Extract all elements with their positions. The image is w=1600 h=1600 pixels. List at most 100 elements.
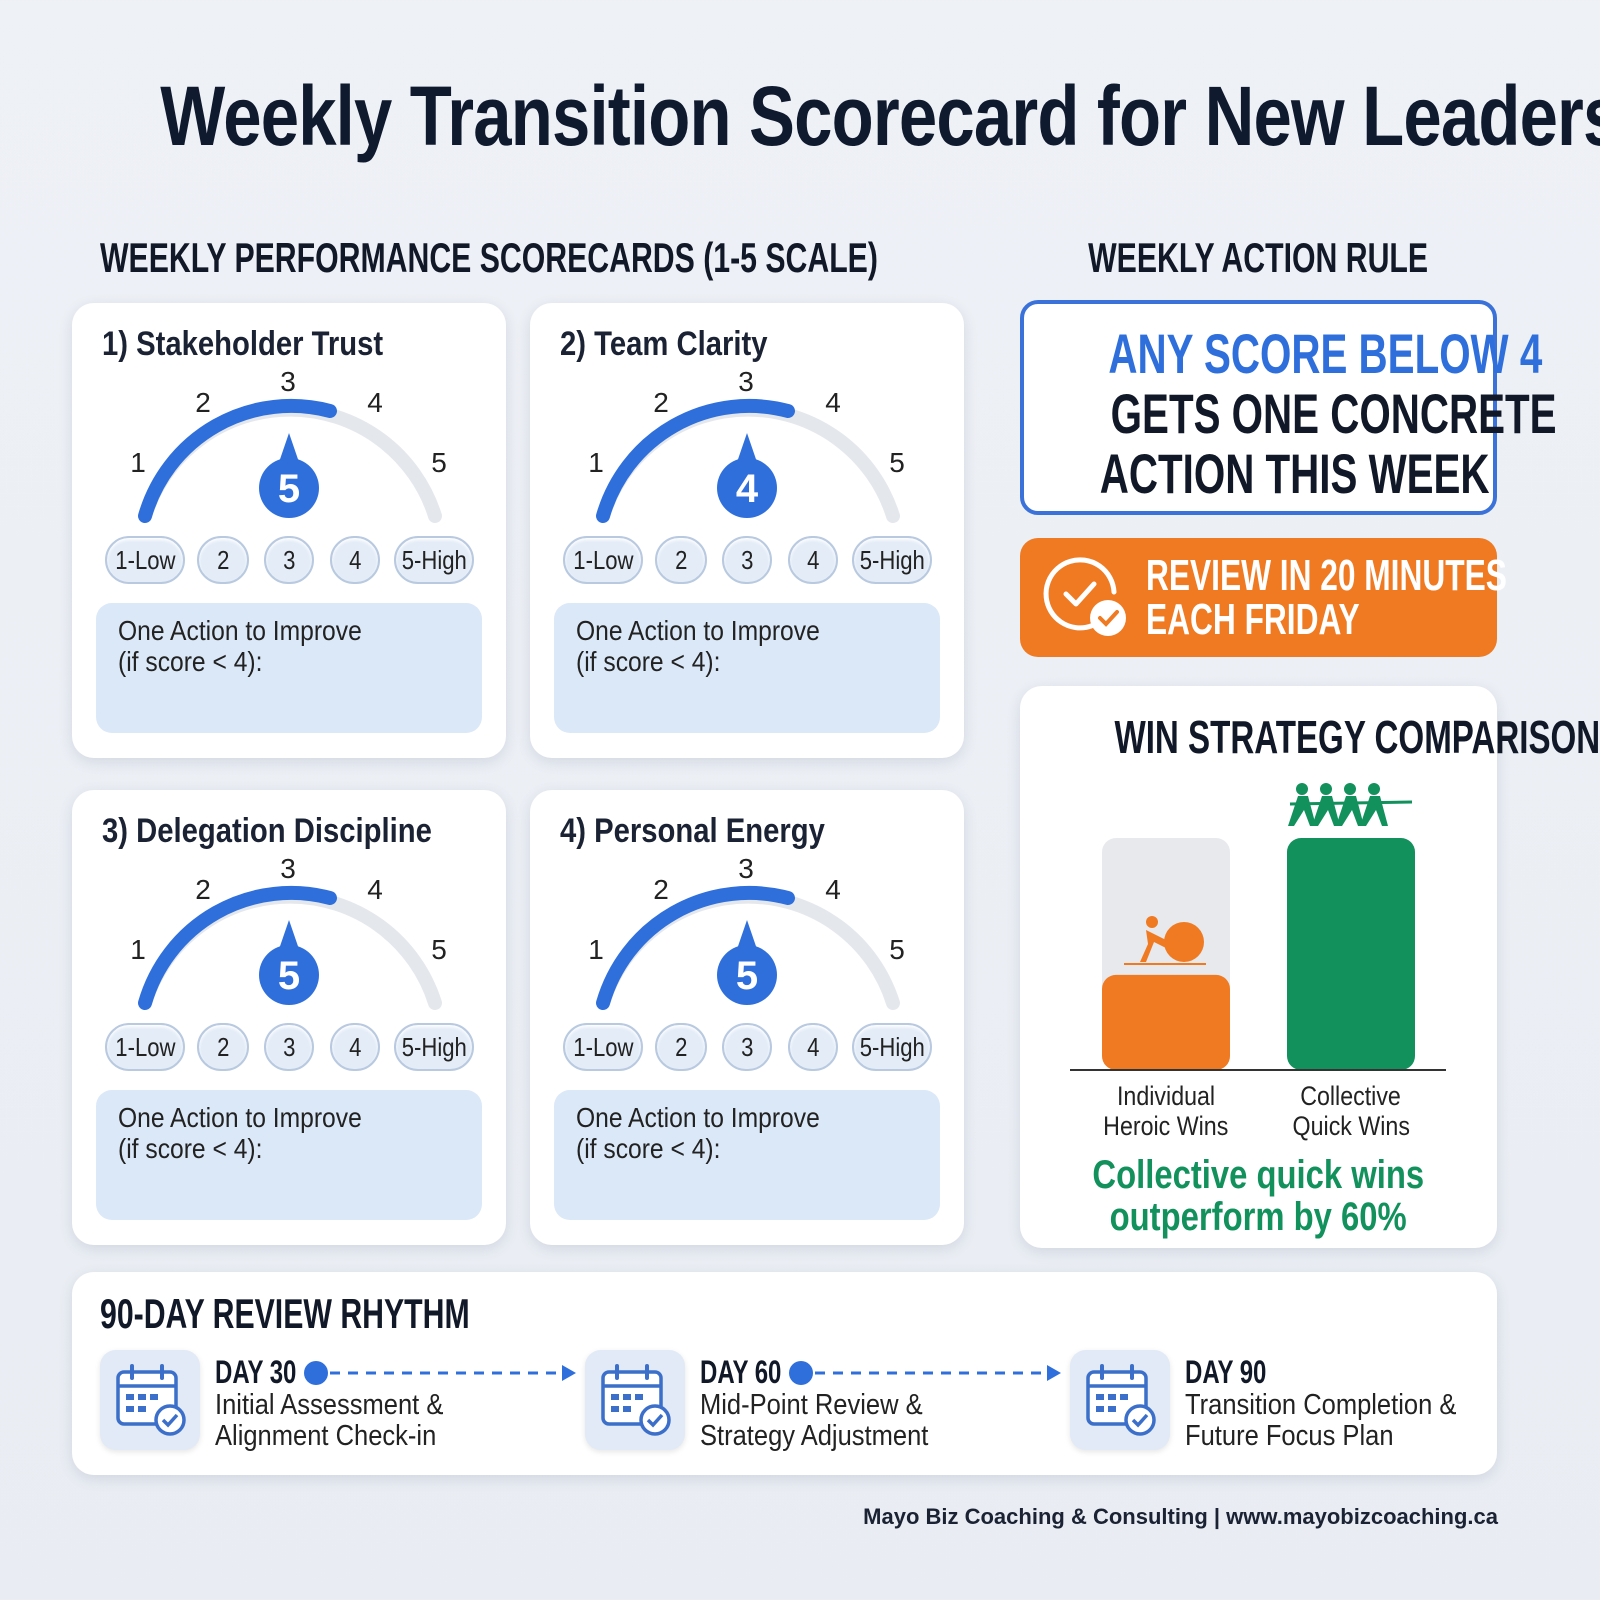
step-description: Transition Completion & Future Focus Plan — [1185, 1389, 1457, 1452]
scorecard-title: 4) Personal Energy — [560, 812, 825, 850]
scorecard-title: 3) Delegation Discipline — [102, 812, 432, 850]
rule-line-2: GETS ONE CONCRETE — [1110, 382, 1557, 445]
rating-option[interactable]: 3 — [722, 536, 772, 584]
action-rule-heading-text: WEEKLY ACTION RULE — [1088, 234, 1429, 281]
gauge-tick: 3 — [280, 853, 296, 884]
gauge-tick: 3 — [738, 366, 754, 397]
action-input[interactable]: One Action to Improve (if score < 4): — [554, 603, 940, 733]
score-value: 5 — [278, 954, 300, 998]
score-gauge: 5 — [596, 885, 900, 1010]
gauge-tick: 1 — [130, 934, 146, 965]
rating-option[interactable]: 2 — [655, 536, 707, 584]
review-banner: REVIEW IN 20 MINUTES EACH FRIDAY — [1020, 538, 1507, 657]
page-title-text: Weekly Transition Scorecard for New Lead… — [160, 69, 1600, 163]
rating-option[interactable]: 1-Low — [105, 536, 185, 584]
action-input[interactable]: One Action to Improve (if score < 4): — [554, 1090, 940, 1220]
win-bar-chart — [1070, 783, 1446, 1071]
bar-label-collective: Collective Quick Wins — [1292, 1081, 1410, 1141]
score-gauge: 4 — [596, 398, 900, 523]
rating-option[interactable]: 2 — [655, 1023, 707, 1071]
gauge-fill — [596, 885, 795, 1010]
rating-option[interactable]: 4 — [330, 1023, 380, 1071]
rating-option[interactable]: 4 — [330, 536, 380, 584]
calendar-check-icon — [585, 1350, 685, 1450]
gauge-tick: 1 — [588, 934, 604, 965]
person-pushing-boulder-icon — [1124, 916, 1206, 965]
rating-option[interactable]: 5-High — [852, 1023, 932, 1071]
rating-option[interactable]: 1-Low — [563, 1023, 643, 1071]
gauge-tick: 2 — [195, 874, 211, 905]
rating-option[interactable]: 5-High — [394, 536, 474, 584]
timeline-arrow — [789, 1361, 1061, 1385]
step-description: Initial Assessment & Alignment Check-in — [215, 1389, 444, 1452]
score-value: 4 — [736, 467, 759, 511]
scorecard-title: 1) Stakeholder Trust — [102, 325, 384, 363]
rhythm-step: DAY 60 Mid-Point Review & Strategy Adjust… — [585, 1350, 1065, 1460]
gauge-tick: 1 — [588, 447, 604, 478]
gauge-fill — [138, 398, 337, 523]
rule-line-3: ACTION THIS WEEK — [1099, 442, 1490, 505]
gauge-tick: 3 — [280, 366, 296, 397]
gauge-tick: 3 — [738, 853, 754, 884]
rating-option[interactable]: 2 — [197, 536, 249, 584]
gauge-tick: 2 — [653, 874, 669, 905]
rating-option[interactable]: 5-High — [394, 1023, 474, 1071]
action-input[interactable]: One Action to Improve (if score < 4): — [96, 1090, 482, 1220]
gauge-tick: 5 — [431, 934, 447, 965]
footer-credit: Mayo Biz Coaching & Consulting | www.may… — [863, 1504, 1498, 1529]
score-value: 5 — [278, 467, 300, 511]
bar-individual — [1102, 974, 1230, 1070]
gauge-tick: 4 — [367, 874, 383, 905]
rhythm-heading: 90-DAY REVIEW RHYTHM — [100, 1290, 470, 1337]
scorecard-title: 2) Team Clarity — [560, 325, 768, 363]
gauge-tick: 4 — [825, 874, 841, 905]
rating-option[interactable]: 3 — [264, 536, 314, 584]
rating-option[interactable]: 1-Low — [563, 536, 643, 584]
scorecard: 2) Team Clarity 4 1 2 3 4 5 1-Low 2 3 4 5-High One… — [530, 303, 964, 758]
team-tug-of-war-icon — [1288, 783, 1413, 826]
score-badge — [259, 945, 319, 1005]
calendar-check-icon — [100, 1350, 200, 1450]
score-badge — [717, 458, 777, 518]
win-strategy-heading: WIN STRATEGY COMPARISON — [1114, 711, 1600, 763]
rhythm-step: DAY 30 Initial Assessment & Alignment Che… — [100, 1350, 580, 1460]
win-note: Collective quick wins outperform by 60% — [1092, 1153, 1425, 1239]
gauge-tick: 5 — [889, 934, 905, 965]
review-rhythm-card: 90-DAY REVIEW RHYTHM DAY 30 Initial Asse… — [72, 1272, 1497, 1475]
scorecard: 4) Personal Energy 5 1 2 3 4 5 1-Low 2 3 4 5-High… — [530, 790, 964, 1245]
action-rule-box: ANY SCORE BELOW 4 GETS ONE CONCRETE ACTI… — [1020, 300, 1557, 515]
timeline-arrow — [304, 1361, 576, 1385]
action-rule-heading: WEEKLY ACTION RULE — [1020, 234, 1497, 282]
rating-option[interactable]: 1-Low — [105, 1023, 185, 1071]
calendar-check-icon — [1070, 1350, 1170, 1450]
gauge-tick: 4 — [825, 387, 841, 418]
page-title: Weekly Transition Scorecard for New Lead… — [0, 68, 1600, 165]
bar-label-individual: Individual Heroic Wins — [1103, 1081, 1229, 1141]
scorecard: 3) Delegation Discipline 5 1 2 3 4 5 1-Low 2 3 4… — [72, 790, 506, 1245]
bar-collective — [1287, 838, 1415, 1070]
rating-option[interactable]: 4 — [788, 536, 838, 584]
rating-option[interactable]: 2 — [197, 1023, 249, 1071]
rating-option[interactable]: 5-High — [852, 536, 932, 584]
score-badge — [717, 945, 777, 1005]
gauge-tick: 2 — [195, 387, 211, 418]
score-gauge: 5 — [138, 885, 442, 1010]
gauge-tick: 4 — [367, 387, 383, 418]
score-gauge: 5 — [138, 398, 442, 523]
step-day: DAY 30 — [215, 1354, 297, 1390]
rating-option[interactable]: 4 — [788, 1023, 838, 1071]
gauge-tick: 5 — [431, 447, 447, 478]
gauge-tick: 2 — [653, 387, 669, 418]
rating-option[interactable]: 3 — [722, 1023, 772, 1071]
scorecard: 1) Stakeholder Trust 5 1 2 3 4 5 1-Low 2 3 4 5-Hi… — [72, 303, 506, 758]
gauge-tick: 1 — [130, 447, 146, 478]
rule-line-1: ANY SCORE BELOW 4 — [1108, 322, 1543, 385]
scorecards-heading-text: WEEKLY PERFORMANCE SCORECARDS (1-5 SCALE… — [100, 234, 878, 281]
review-text: REVIEW IN 20 MINUTES EACH FRIDAY — [1146, 551, 1507, 644]
step-description: Mid-Point Review & Strategy Adjustment — [700, 1389, 929, 1452]
score-value: 5 — [736, 954, 758, 998]
gauge-fill — [138, 885, 337, 1010]
gauge-fill — [596, 398, 795, 523]
rating-option[interactable]: 3 — [264, 1023, 314, 1071]
action-input[interactable]: One Action to Improve (if score < 4): — [96, 603, 482, 733]
